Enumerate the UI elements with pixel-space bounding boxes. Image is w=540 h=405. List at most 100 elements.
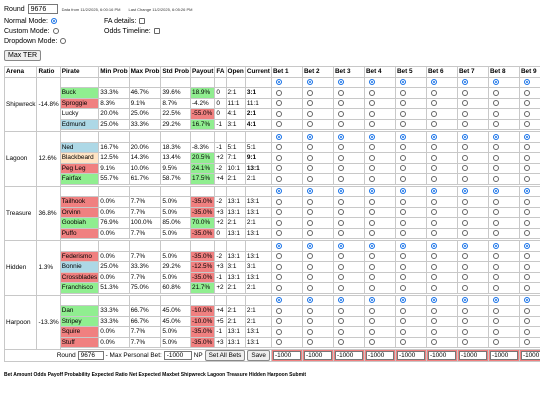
bet-8-none-radio[interactable]	[492, 242, 499, 249]
bet-6-pirate-radio[interactable]	[430, 198, 437, 205]
bet-1-none-radio[interactable]	[275, 133, 282, 140]
bet-4-pirate-radio[interactable]	[368, 263, 375, 270]
bet-2-pirate-radio[interactable]	[306, 198, 313, 205]
bet-9-pirate-radio[interactable]	[523, 165, 530, 172]
save-button[interactable]: Save	[247, 350, 270, 361]
bet-1-pirate-radio[interactable]	[275, 209, 282, 216]
bet-3-pirate-radio[interactable]	[337, 100, 344, 107]
bet-6-pirate-radio[interactable]	[430, 110, 437, 117]
bet-9-amount-input[interactable]	[520, 351, 540, 360]
bet-2-pirate-radio[interactable]	[306, 144, 313, 151]
round-input[interactable]	[27, 4, 58, 14]
bet-9-pirate-radio[interactable]	[523, 339, 530, 346]
bet-4-pirate-radio[interactable]	[368, 307, 375, 314]
bet-3-none-radio[interactable]	[337, 242, 344, 249]
bet-2-pirate-radio[interactable]	[306, 274, 313, 281]
bet-4-pirate-radio[interactable]	[368, 284, 375, 291]
bet-2-pirate-radio[interactable]	[306, 339, 313, 346]
bet-6-pirate-radio[interactable]	[430, 175, 437, 182]
bet-9-pirate-radio[interactable]	[523, 144, 530, 151]
bet-2-amount-input[interactable]	[303, 351, 332, 360]
bet-7-pirate-radio[interactable]	[461, 175, 468, 182]
bet-7-pirate-radio[interactable]	[461, 328, 468, 335]
bet-9-pirate-radio[interactable]	[523, 318, 530, 325]
bet-1-pirate-radio[interactable]	[275, 154, 282, 161]
bet-1-pirate-radio[interactable]	[275, 100, 282, 107]
bet-8-pirate-radio[interactable]	[492, 274, 499, 281]
bet-1-none-radio[interactable]	[275, 297, 282, 304]
max-personal-bet-input[interactable]	[163, 351, 192, 360]
bet-7-pirate-radio[interactable]	[461, 121, 468, 128]
bet-4-pirate-radio[interactable]	[368, 328, 375, 335]
bet-2-none-radio[interactable]	[306, 79, 313, 86]
bet-7-pirate-radio[interactable]	[461, 144, 468, 151]
bet-8-pirate-radio[interactable]	[492, 89, 499, 96]
bet-8-pirate-radio[interactable]	[492, 284, 499, 291]
bet-7-pirate-radio[interactable]	[461, 284, 468, 291]
bet-6-pirate-radio[interactable]	[430, 165, 437, 172]
bet-9-none-radio[interactable]	[523, 297, 530, 304]
bet-1-pirate-radio[interactable]	[275, 230, 282, 237]
bet-3-pirate-radio[interactable]	[337, 175, 344, 182]
bet-9-none-radio[interactable]	[523, 79, 530, 86]
bet-7-pirate-radio[interactable]	[461, 209, 468, 216]
bet-6-pirate-radio[interactable]	[430, 318, 437, 325]
bet-4-pirate-radio[interactable]	[368, 165, 375, 172]
bet-4-pirate-radio[interactable]	[368, 198, 375, 205]
bet-6-pirate-radio[interactable]	[430, 121, 437, 128]
bet-3-pirate-radio[interactable]	[337, 230, 344, 237]
bet-7-pirate-radio[interactable]	[461, 154, 468, 161]
bet-5-none-radio[interactable]	[399, 79, 406, 86]
bet-3-none-radio[interactable]	[337, 188, 344, 195]
bet-1-pirate-radio[interactable]	[275, 219, 282, 226]
bet-6-pirate-radio[interactable]	[430, 339, 437, 346]
bet-4-pirate-radio[interactable]	[368, 89, 375, 96]
bet-6-pirate-radio[interactable]	[430, 284, 437, 291]
bet-9-pirate-radio[interactable]	[523, 121, 530, 128]
bet-3-pirate-radio[interactable]	[337, 219, 344, 226]
bet-4-pirate-radio[interactable]	[368, 175, 375, 182]
bet-7-amount-input[interactable]	[458, 351, 487, 360]
bet-8-none-radio[interactable]	[492, 79, 499, 86]
bet-1-pirate-radio[interactable]	[275, 121, 282, 128]
bet-6-pirate-radio[interactable]	[430, 89, 437, 96]
bet-2-pirate-radio[interactable]	[306, 89, 313, 96]
bet-7-pirate-radio[interactable]	[461, 100, 468, 107]
bet-9-pirate-radio[interactable]	[523, 209, 530, 216]
bet-5-none-radio[interactable]	[399, 133, 406, 140]
bet-7-pirate-radio[interactable]	[461, 339, 468, 346]
bet-1-pirate-radio[interactable]	[275, 144, 282, 151]
bet-3-pirate-radio[interactable]	[337, 339, 344, 346]
bet-3-pirate-radio[interactable]	[337, 209, 344, 216]
bet-8-pirate-radio[interactable]	[492, 175, 499, 182]
bet-6-amount-input[interactable]	[427, 351, 456, 360]
bet-8-none-radio[interactable]	[492, 133, 499, 140]
bet-3-pirate-radio[interactable]	[337, 165, 344, 172]
bet-2-pirate-radio[interactable]	[306, 318, 313, 325]
bet-8-pirate-radio[interactable]	[492, 144, 499, 151]
bet-8-pirate-radio[interactable]	[492, 198, 499, 205]
bet-9-pirate-radio[interactable]	[523, 100, 530, 107]
bet-3-amount-input[interactable]	[334, 351, 363, 360]
normal-mode-radio[interactable]	[50, 17, 57, 24]
bet-1-none-radio[interactable]	[275, 188, 282, 195]
bet-5-pirate-radio[interactable]	[399, 89, 406, 96]
bet-9-pirate-radio[interactable]	[523, 230, 530, 237]
bet-9-pirate-radio[interactable]	[523, 307, 530, 314]
bet-3-pirate-radio[interactable]	[337, 154, 344, 161]
set-all-bets-button[interactable]: Set All Bets	[204, 350, 246, 361]
bet-7-pirate-radio[interactable]	[461, 274, 468, 281]
bet-2-pirate-radio[interactable]	[306, 175, 313, 182]
bet-2-pirate-radio[interactable]	[306, 253, 313, 260]
bet-4-pirate-radio[interactable]	[368, 230, 375, 237]
bet-4-pirate-radio[interactable]	[368, 110, 375, 117]
bet-5-pirate-radio[interactable]	[399, 253, 406, 260]
bet-7-pirate-radio[interactable]	[461, 263, 468, 270]
bet-5-pirate-radio[interactable]	[399, 339, 406, 346]
bet-4-pirate-radio[interactable]	[368, 154, 375, 161]
bet-5-pirate-radio[interactable]	[399, 318, 406, 325]
bet-2-pirate-radio[interactable]	[306, 154, 313, 161]
bet-1-pirate-radio[interactable]	[275, 263, 282, 270]
bet-7-none-radio[interactable]	[461, 188, 468, 195]
max-ter-button[interactable]: Max TER	[4, 49, 42, 61]
